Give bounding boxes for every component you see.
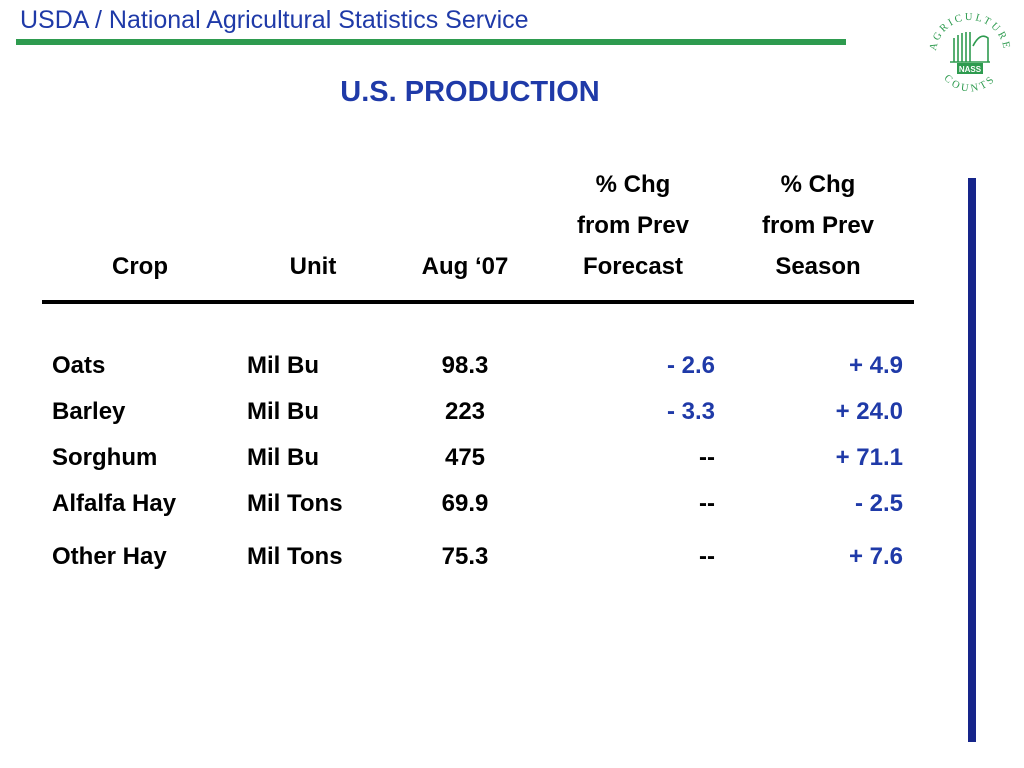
col-head-line: [400, 164, 530, 205]
cell-unit: Mil Tons: [247, 543, 343, 570]
logo-badge-text: NASS: [959, 65, 982, 74]
cell-aug: 475: [444, 444, 486, 471]
cell-season-change: + 7.6: [848, 543, 903, 570]
cell-season-change: + 24.0: [835, 398, 903, 425]
cell-forecast-change: - 2.6: [666, 352, 715, 379]
col-head-line: [248, 164, 378, 205]
cell-forecast-change: --: [699, 444, 715, 471]
col-head-unit: Unit: [248, 164, 378, 287]
col-head-line: Unit: [289, 253, 337, 280]
cell-crop: Alfalfa Hay: [52, 490, 177, 517]
col-head-aug: Aug ‘07: [400, 164, 530, 287]
cell-aug: 223: [444, 398, 486, 425]
col-head-line: [75, 205, 205, 246]
col-head-line: [75, 164, 205, 205]
cell-aug: 69.9: [441, 490, 489, 517]
cell-season-change: + 4.9: [848, 352, 903, 379]
col-head-line: % Chg: [595, 171, 671, 198]
col-head-line: Forecast: [582, 253, 684, 280]
cell-aug: 75.3: [441, 543, 489, 570]
col-head-season: % Chg from Prev Season: [738, 164, 898, 287]
cell-unit: Mil Bu: [247, 444, 319, 471]
cell-unit: Mil Bu: [247, 398, 319, 425]
nass-logo: AGRICULTURE COUNTS NASS: [928, 12, 1009, 95]
cell-forecast-change: --: [699, 490, 715, 517]
accent-bar: [968, 178, 976, 742]
cell-season-change: - 2.5: [854, 490, 903, 517]
col-head-crop: Crop: [75, 164, 205, 287]
header-rule: [16, 39, 846, 45]
cell-season-change: + 71.1: [835, 444, 903, 471]
col-head-line: from Prev: [576, 212, 690, 239]
cell-crop: Barley: [52, 398, 126, 425]
cell-crop: Other Hay: [52, 543, 167, 570]
cell-crop: Oats: [52, 352, 106, 379]
col-head-line: Season: [775, 253, 861, 280]
col-head-line: [248, 205, 378, 246]
cell-unit: Mil Bu: [247, 352, 319, 379]
col-head-forecast: % Chg from Prev Forecast: [553, 164, 713, 287]
cell-crop: Sorghum: [52, 444, 158, 471]
col-head-line: Aug ‘07: [421, 253, 509, 280]
table-header-rule: [42, 300, 914, 304]
col-head-line: from Prev: [761, 212, 875, 239]
logo-bottom-text: COUNTS: [942, 73, 999, 95]
col-head-line: % Chg: [780, 171, 856, 198]
page-title: U.S. PRODUCTION: [340, 76, 600, 108]
cell-aug: 98.3: [441, 352, 489, 379]
logo-building-icon: [950, 32, 990, 63]
cell-forecast-change: - 3.3: [666, 398, 715, 425]
col-head-line: [400, 205, 530, 246]
logo-badge: [957, 63, 983, 74]
cell-forecast-change: --: [699, 543, 715, 570]
col-head-line: Crop: [112, 253, 168, 280]
org-header: USDA / National Agricultural Statistics …: [20, 6, 529, 34]
cell-unit: Mil Tons: [247, 490, 343, 517]
